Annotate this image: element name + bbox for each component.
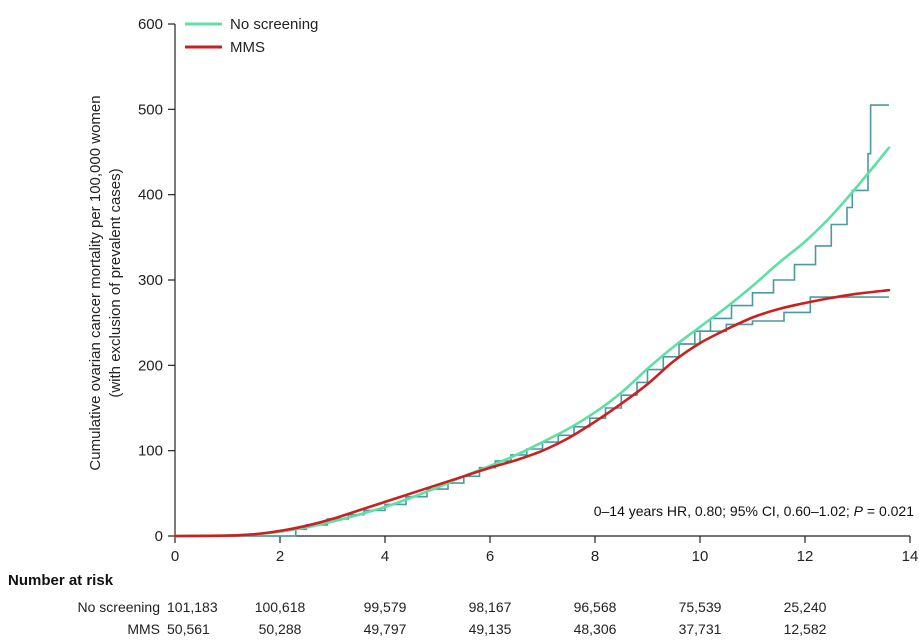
legend-label-no-screening: No screening [230,16,318,33]
x-tick-label-0: 0 [171,548,179,565]
series-line-no-screening [173,146,891,538]
risk-value-no-screening-8: 96,568 [574,599,617,615]
x-tick-label-6: 6 [486,548,494,565]
risk-value-no-screening-4: 99,579 [364,599,407,615]
y-tick-label-300: 300 [138,272,163,289]
risk-value-no-screening-10: 75,539 [679,599,722,615]
risk-table: No screening 101,183 100,618 99,579 98,167 96… [78,599,827,637]
risk-value-no-screening-6: 98,167 [469,599,512,615]
risk-value-mms-4: 49,797 [364,621,407,637]
y-tick-label-100: 100 [138,443,163,460]
risk-value-no-screening-0: 101,183 [167,599,218,615]
x-tick-label-12: 12 [797,548,814,565]
y-tick-label-500: 500 [138,101,163,118]
legend: No screening MMS [185,16,318,56]
x-tick-label-14: 14 [902,548,919,565]
legend-label-mms: MMS [230,39,265,56]
y-axis-title-line1: Cumulative ovarian cancer mortality per … [87,95,104,470]
risk-value-no-screening-12: 25,240 [784,599,827,615]
series-line-mms [173,288,891,538]
y-tick-label-200: 200 [138,357,163,374]
risk-table-title: Number at risk [8,572,114,589]
y-tick-label-400: 400 [138,187,163,204]
x-tick-label-4: 4 [381,548,389,565]
km-step-no-screening [679,104,889,345]
risk-row-label-mms: MMS [127,621,160,637]
x-tick-label-10: 10 [692,548,709,565]
y-axis-title-line2: (with exclusion of prevalent cases) [107,168,124,397]
risk-value-mms-8: 48,306 [574,621,617,637]
km-step-mms [175,296,889,537]
risk-value-mms-6: 49,135 [469,621,512,637]
hr-annotation-p: P [854,503,864,519]
y-tick-label-600: 600 [138,16,163,33]
hr-annotation-prefix: 0–14 years HR, 0.80; 95% CI, 0.60–1.02; [594,503,854,519]
x-tick-label-8: 8 [591,548,599,565]
x-tick-label-2: 2 [276,548,284,565]
risk-value-mms-10: 37,731 [679,621,722,637]
risk-value-no-screening-2: 100,618 [255,599,306,615]
hr-annotation: 0–14 years HR, 0.80; 95% CI, 0.60–1.02; … [594,503,914,519]
y-tick-label-0: 0 [155,528,163,545]
risk-value-mms-2: 50,288 [259,621,302,637]
axes: 0 100 200 300 400 500 600 0 2 4 6 8 10 12 14 [138,16,918,565]
risk-value-mms-12: 12,582 [784,621,827,637]
series-layer [173,104,891,538]
risk-value-mms-0: 50,561 [167,621,210,637]
hr-annotation-suffix: = 0.021 [863,503,914,519]
risk-row-label-no-screening: No screening [78,599,161,615]
